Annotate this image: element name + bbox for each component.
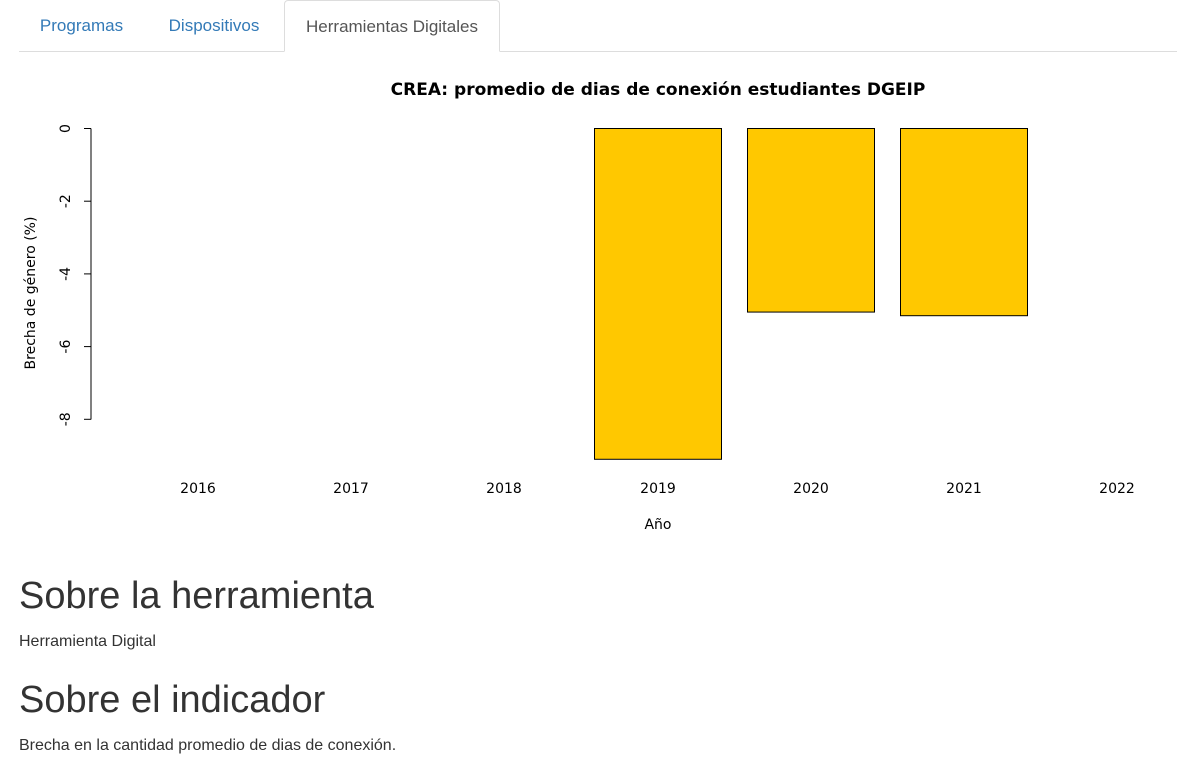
x-tick-label-2020: 2020: [793, 481, 829, 497]
bar-2019: [594, 128, 722, 460]
tab-programas[interactable]: Programas: [39, 16, 124, 35]
y-tick-label: 0: [58, 124, 74, 133]
x-tick-label-2017: 2017: [333, 481, 369, 497]
y-tick-label: -8: [58, 412, 74, 426]
x-tick-label-2021: 2021: [946, 481, 982, 497]
bar-2021: [900, 128, 1028, 317]
y-tick-label: -6: [58, 340, 74, 354]
tab-bar: Programas Dispositivos Herramientas Digi…: [19, 0, 1177, 52]
x-tick-label-2022: 2022: [1099, 481, 1135, 497]
bar-2020: [747, 128, 875, 313]
bar-chart: CREA: promedio de dias de conexión estud…: [23, 80, 1135, 533]
tab-dispositivos[interactable]: Dispositivos: [168, 16, 260, 35]
x-axis-tick-labels: 2016 2017 2018 2019 2020 2021 2022: [180, 481, 1135, 497]
x-tick-label-2018: 2018: [486, 481, 522, 497]
chart-title: CREA: promedio de dias de conexión estud…: [391, 80, 926, 100]
x-axis-label: Año: [644, 517, 671, 533]
x-tick-label-2019: 2019: [640, 481, 676, 497]
y-tick-label: -4: [58, 267, 74, 281]
y-axis-label: Brecha de género (%): [23, 217, 39, 370]
section-text-indicador: Brecha en la cantidad promedio de dias d…: [19, 737, 397, 754]
section-title-indicador: Sobre el indicador: [19, 679, 326, 721]
section-title-herramienta: Sobre la herramienta: [19, 575, 374, 617]
y-axis-ticks: 0 -2 -4 -6 -8: [58, 124, 91, 426]
bars-group: [594, 128, 1028, 460]
y-tick-label: -2: [58, 194, 74, 208]
tab-herramientas-digitales[interactable]: Herramientas Digitales: [284, 0, 500, 52]
section-text-herramienta: Herramienta Digital: [19, 633, 156, 650]
x-tick-label-2016: 2016: [180, 481, 216, 497]
